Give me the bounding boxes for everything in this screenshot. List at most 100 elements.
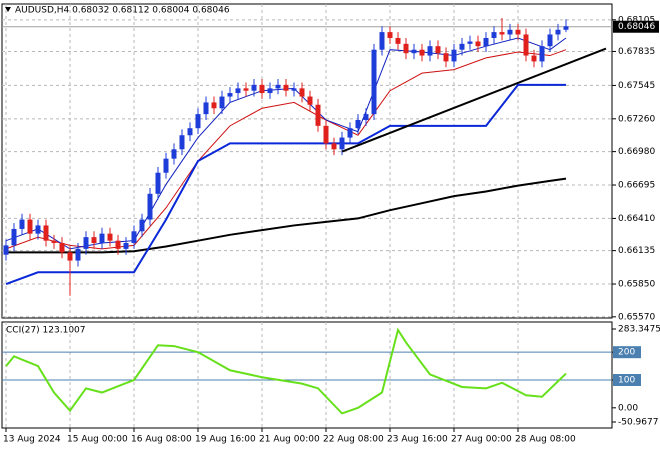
candle-body — [35, 225, 41, 234]
candle-body — [307, 96, 313, 105]
candle-body — [235, 88, 241, 94]
main-panel — [1, 3, 613, 319]
candle-body — [139, 219, 145, 232]
candle-body — [155, 172, 161, 194]
candle-body — [51, 240, 57, 244]
y-tick-label: 0.65850 — [618, 280, 655, 290]
candle-body — [75, 248, 81, 261]
candle-body — [411, 49, 417, 54]
candle-body — [523, 34, 529, 56]
candle-body — [243, 88, 249, 91]
candle-body — [131, 231, 137, 244]
candle-body — [251, 84, 257, 91]
candle-body — [107, 233, 113, 241]
candle-body — [115, 240, 121, 249]
candle-body — [403, 43, 409, 54]
y-tick-label: 0.67260 — [618, 114, 655, 124]
candle-body — [427, 46, 433, 56]
x-tick-label: 19 Aug 16:00 — [195, 435, 256, 445]
cci-level-tag — [613, 374, 641, 387]
x-tick-label: 13 Aug 2024 — [3, 435, 61, 445]
candle-body — [267, 88, 273, 94]
candle-body — [187, 128, 193, 136]
candle-body — [227, 93, 233, 97]
candle-body — [83, 237, 89, 249]
candle-body — [515, 29, 521, 35]
candle-body — [435, 46, 441, 54]
candle-body — [499, 32, 505, 35]
menu-arrow — [5, 7, 11, 12]
candle-body — [59, 243, 65, 253]
candle-body — [347, 128, 353, 138]
candle-body — [299, 88, 305, 97]
candle-body — [147, 193, 153, 220]
candle-body — [323, 125, 329, 144]
price-tag-label: 0.68046 — [618, 22, 655, 32]
y-tick-label: 0.67835 — [618, 47, 655, 57]
candle-body — [291, 88, 297, 91]
cci-title: CCI(27) 123.1007 — [6, 326, 86, 336]
cci-y-tick-label: 0.00 — [618, 403, 638, 413]
candle-body — [283, 84, 289, 91]
y-tick-label: 0.67545 — [618, 81, 655, 91]
candle-body — [219, 96, 225, 109]
candle-body — [99, 233, 105, 244]
candle-body — [195, 114, 201, 129]
candle-body — [331, 143, 337, 150]
candle-body — [419, 49, 425, 56]
candle-body — [11, 228, 17, 246]
candle-body — [171, 149, 177, 159]
candle-body — [363, 114, 369, 120]
cci-y-tick-label: -50.9677 — [618, 418, 658, 428]
candle-body — [459, 43, 465, 50]
candle-body — [91, 237, 97, 244]
candle-body — [19, 219, 25, 229]
candle-body — [163, 158, 169, 173]
y-tick-label: 0.66980 — [618, 147, 655, 157]
overlay-line — [5, 83, 566, 285]
candle-body — [315, 104, 321, 126]
candle-body — [531, 55, 537, 62]
x-tick-label: 22 Aug 08:00 — [323, 435, 384, 445]
x-tick-label: 28 Aug 08:00 — [515, 435, 576, 445]
y-tick-label: 0.66695 — [618, 181, 655, 191]
candle-body — [203, 102, 209, 115]
candle-body — [491, 32, 497, 38]
x-tick-label: 27 Aug 00:00 — [451, 435, 512, 445]
price-tag — [613, 20, 659, 33]
cci-line — [5, 327, 567, 415]
candle-body — [379, 32, 385, 50]
cci-y-tick-label: 283.3475 — [618, 325, 660, 335]
candle-body — [451, 49, 457, 62]
candle-body — [467, 41, 473, 44]
x-tick-label: 21 Aug 00:00 — [259, 435, 320, 445]
candle-body — [547, 34, 553, 47]
cci-level-tag-label: 100 — [618, 376, 635, 386]
candle-body — [43, 225, 49, 241]
candle-body — [27, 219, 33, 234]
candle-body — [555, 29, 561, 35]
candle-body — [123, 243, 129, 249]
candle-body — [179, 135, 185, 150]
candle-body — [67, 252, 73, 261]
candle-body — [395, 37, 401, 44]
overlay-line — [6, 177, 567, 254]
candle-body — [475, 41, 481, 47]
chart-title: AUDUSD,H4 0.68032 0.68112 0.68004 0.6804… — [15, 6, 230, 16]
candle-body — [3, 245, 9, 255]
candle-body — [539, 46, 545, 62]
candle-body — [259, 84, 265, 94]
x-tick-label: 16 Aug 08:00 — [131, 435, 192, 445]
y-tick-label: 0.68105 — [618, 15, 655, 25]
trendline — [341, 47, 607, 153]
candle-body — [443, 53, 449, 62]
candle-body — [483, 37, 489, 47]
cci-level-tag-label: 200 — [618, 348, 635, 358]
candle-body — [507, 29, 513, 35]
x-tick-label: 23 Aug 16:00 — [387, 435, 448, 445]
candle-body — [211, 102, 217, 109]
candle-body — [275, 84, 281, 89]
candle-body — [371, 49, 377, 115]
candle-body — [563, 26, 569, 30]
